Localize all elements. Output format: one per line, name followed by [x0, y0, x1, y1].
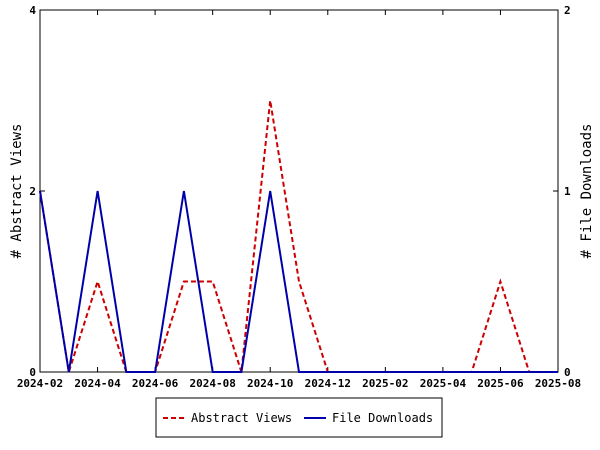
- x-tick-label: 2024-06: [132, 377, 179, 390]
- legend-box: [155, 397, 443, 438]
- series-layer: [39, 100, 558, 373]
- tick-labels: 2024-02 2024-04 2024-06 2024-08 2024-10 2024-…: [17, 4, 581, 390]
- y-axis-right-title: # File Downloads: [579, 124, 595, 259]
- x-tick-label: 2024-10: [247, 377, 293, 390]
- x-tick-label: 2025-08: [535, 377, 581, 390]
- x-tick-label: 2025-04: [420, 377, 467, 390]
- series-line-file-downloads: [39, 190, 558, 373]
- legend: Abstract Views File Downloads: [155, 397, 443, 438]
- legend-label: File Downloads: [332, 411, 433, 425]
- y-right-tick-label: 1: [564, 185, 571, 198]
- legend-label: Abstract Views: [191, 411, 292, 425]
- y-left-tick-label: 2: [29, 185, 36, 198]
- y-right-tick-label: 0: [564, 366, 571, 379]
- y-axis-left-title: # Abstract Views: [9, 124, 25, 259]
- x-tick-label: 2025-06: [477, 377, 524, 390]
- y-left-tick-label: 4: [29, 4, 36, 17]
- series-line-abstract-views: [39, 100, 558, 373]
- x-tick-label: 2024-04: [74, 377, 121, 390]
- x-tick-label: 2024-02: [17, 377, 63, 390]
- x-tick-label: 2025-02: [362, 377, 408, 390]
- x-tick-label: 2024-08: [189, 377, 235, 390]
- x-tick-label: 2024-12: [305, 377, 351, 390]
- y-right-tick-label: 2: [564, 4, 571, 17]
- y-left-tick-label: 0: [29, 366, 36, 379]
